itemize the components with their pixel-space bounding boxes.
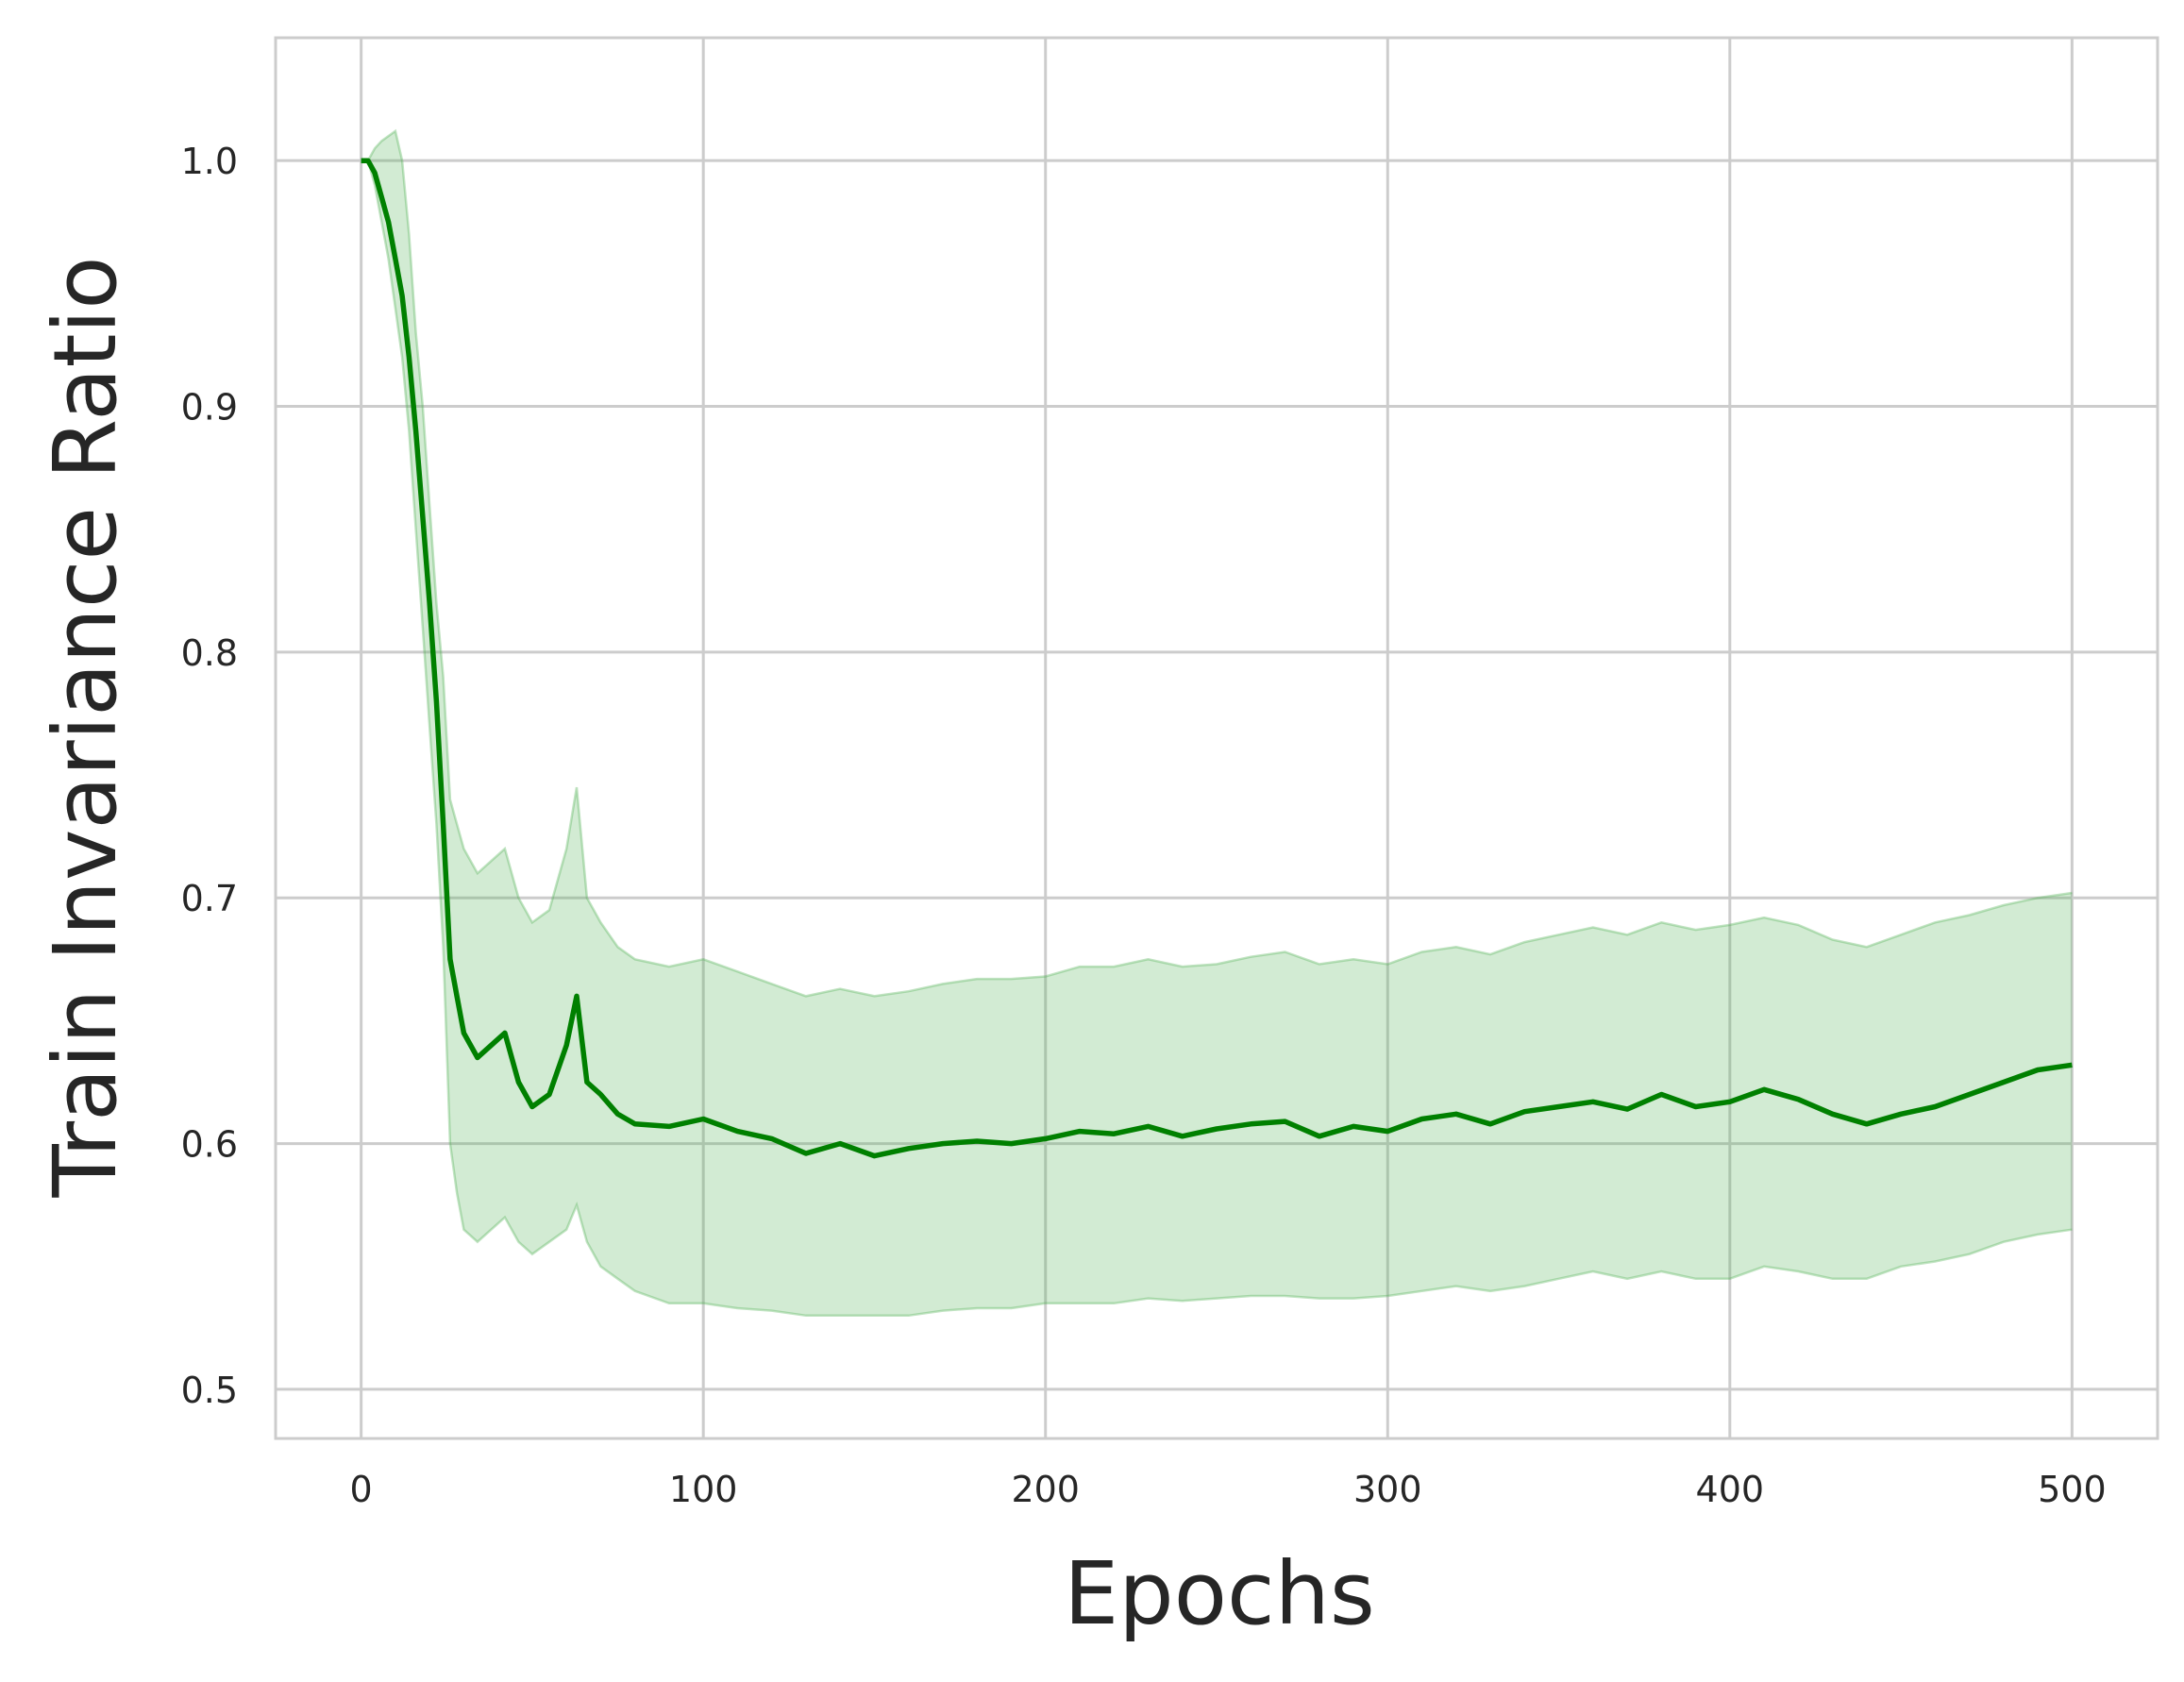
y-tick-label: 0.5 xyxy=(181,1370,238,1411)
y-tick-label: 0.8 xyxy=(181,632,238,674)
x-axis-title: Epochs xyxy=(1064,1543,1375,1644)
gridlines xyxy=(276,38,2158,1438)
x-tick-label: 500 xyxy=(2038,1469,2107,1510)
y-tick-label: 0.9 xyxy=(181,387,238,429)
x-tick-label: 100 xyxy=(669,1469,738,1510)
series-line xyxy=(361,158,2073,1159)
confidence-band xyxy=(361,130,2073,1316)
y-tick-label: 0.6 xyxy=(181,1124,238,1166)
x-tick-label: 400 xyxy=(1696,1469,1765,1510)
band-upper-edge xyxy=(361,128,2073,998)
y-tick-label: 1.0 xyxy=(181,141,238,182)
x-tick-label: 200 xyxy=(1011,1469,1080,1510)
y-axis-title: Train Invariance Ratio xyxy=(35,257,136,1199)
tick-labels: 0 100 200 300 400 500 0.5 0.6 0.7 0.8 0.9 1.0 xyxy=(181,141,2107,1510)
plot-frame xyxy=(274,36,2159,1440)
x-tick-label: 300 xyxy=(1353,1469,1422,1510)
x-tick-label: 0 xyxy=(350,1469,373,1510)
y-tick-label: 0.7 xyxy=(181,878,238,919)
band-lower-edge xyxy=(361,159,2073,1318)
